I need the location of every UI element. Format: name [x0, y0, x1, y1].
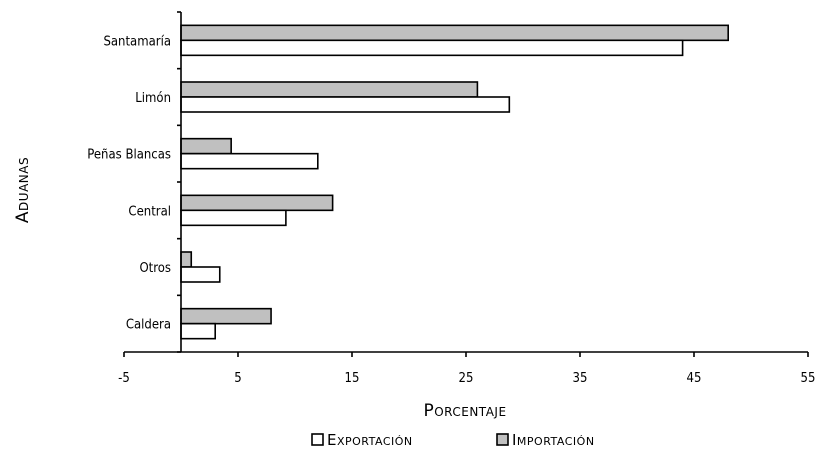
- bar-importacion-4: [180, 251, 193, 268]
- bars-layer: [180, 24, 730, 340]
- y-axis-title: Aduanas: [13, 157, 33, 223]
- category-labels: Santamaría Limón Peñas Blancas Central Otros…: [87, 34, 171, 332]
- bar-importacion-5: [180, 307, 272, 325]
- category-label-5: Caldera: [126, 318, 171, 333]
- bar-exportacion-4: [180, 266, 221, 283]
- category-label-2: Peñas Blancas: [87, 148, 171, 163]
- category-label-0: Santamaría: [103, 34, 171, 49]
- bar-importacion-1: [180, 81, 479, 98]
- x-tick-label-3: 25: [459, 371, 474, 386]
- category-label-4: Otros: [139, 261, 171, 276]
- legend-label-0: Exportación: [327, 431, 413, 449]
- x-tick-label-4: 35: [573, 371, 588, 386]
- category-label-1: Limón: [135, 91, 171, 106]
- x-tick-label-0: -5: [118, 371, 130, 386]
- legend-label-1: Importación: [512, 431, 595, 449]
- bar-importacion-0: [180, 24, 730, 42]
- x-tick-label-2: 15: [345, 371, 360, 386]
- x-axis-title: Porcentaje: [423, 401, 506, 421]
- x-tick-label-5: 45: [687, 371, 702, 386]
- bar-exportacion-1: [180, 96, 511, 113]
- bar-exportacion-0: [180, 39, 684, 57]
- bar-exportacion-3: [180, 209, 287, 227]
- bar-exportacion-2: [180, 152, 319, 170]
- x-tick-label-1: 5: [234, 371, 241, 386]
- category-label-3: Central: [128, 204, 171, 219]
- bar-exportacion-5: [180, 322, 217, 340]
- bar-importacion-3: [180, 194, 334, 212]
- legend: Exportación Importación: [311, 431, 595, 449]
- legend-swatch-0: [311, 433, 324, 446]
- axes-layer: [123, 11, 809, 357]
- legend-swatch-1: [496, 433, 509, 446]
- x-tick-label-6: 55: [801, 371, 816, 386]
- x-tick-labels: -5 5 15 25 35 45 55: [118, 371, 815, 386]
- bar-importacion-2: [180, 137, 232, 155]
